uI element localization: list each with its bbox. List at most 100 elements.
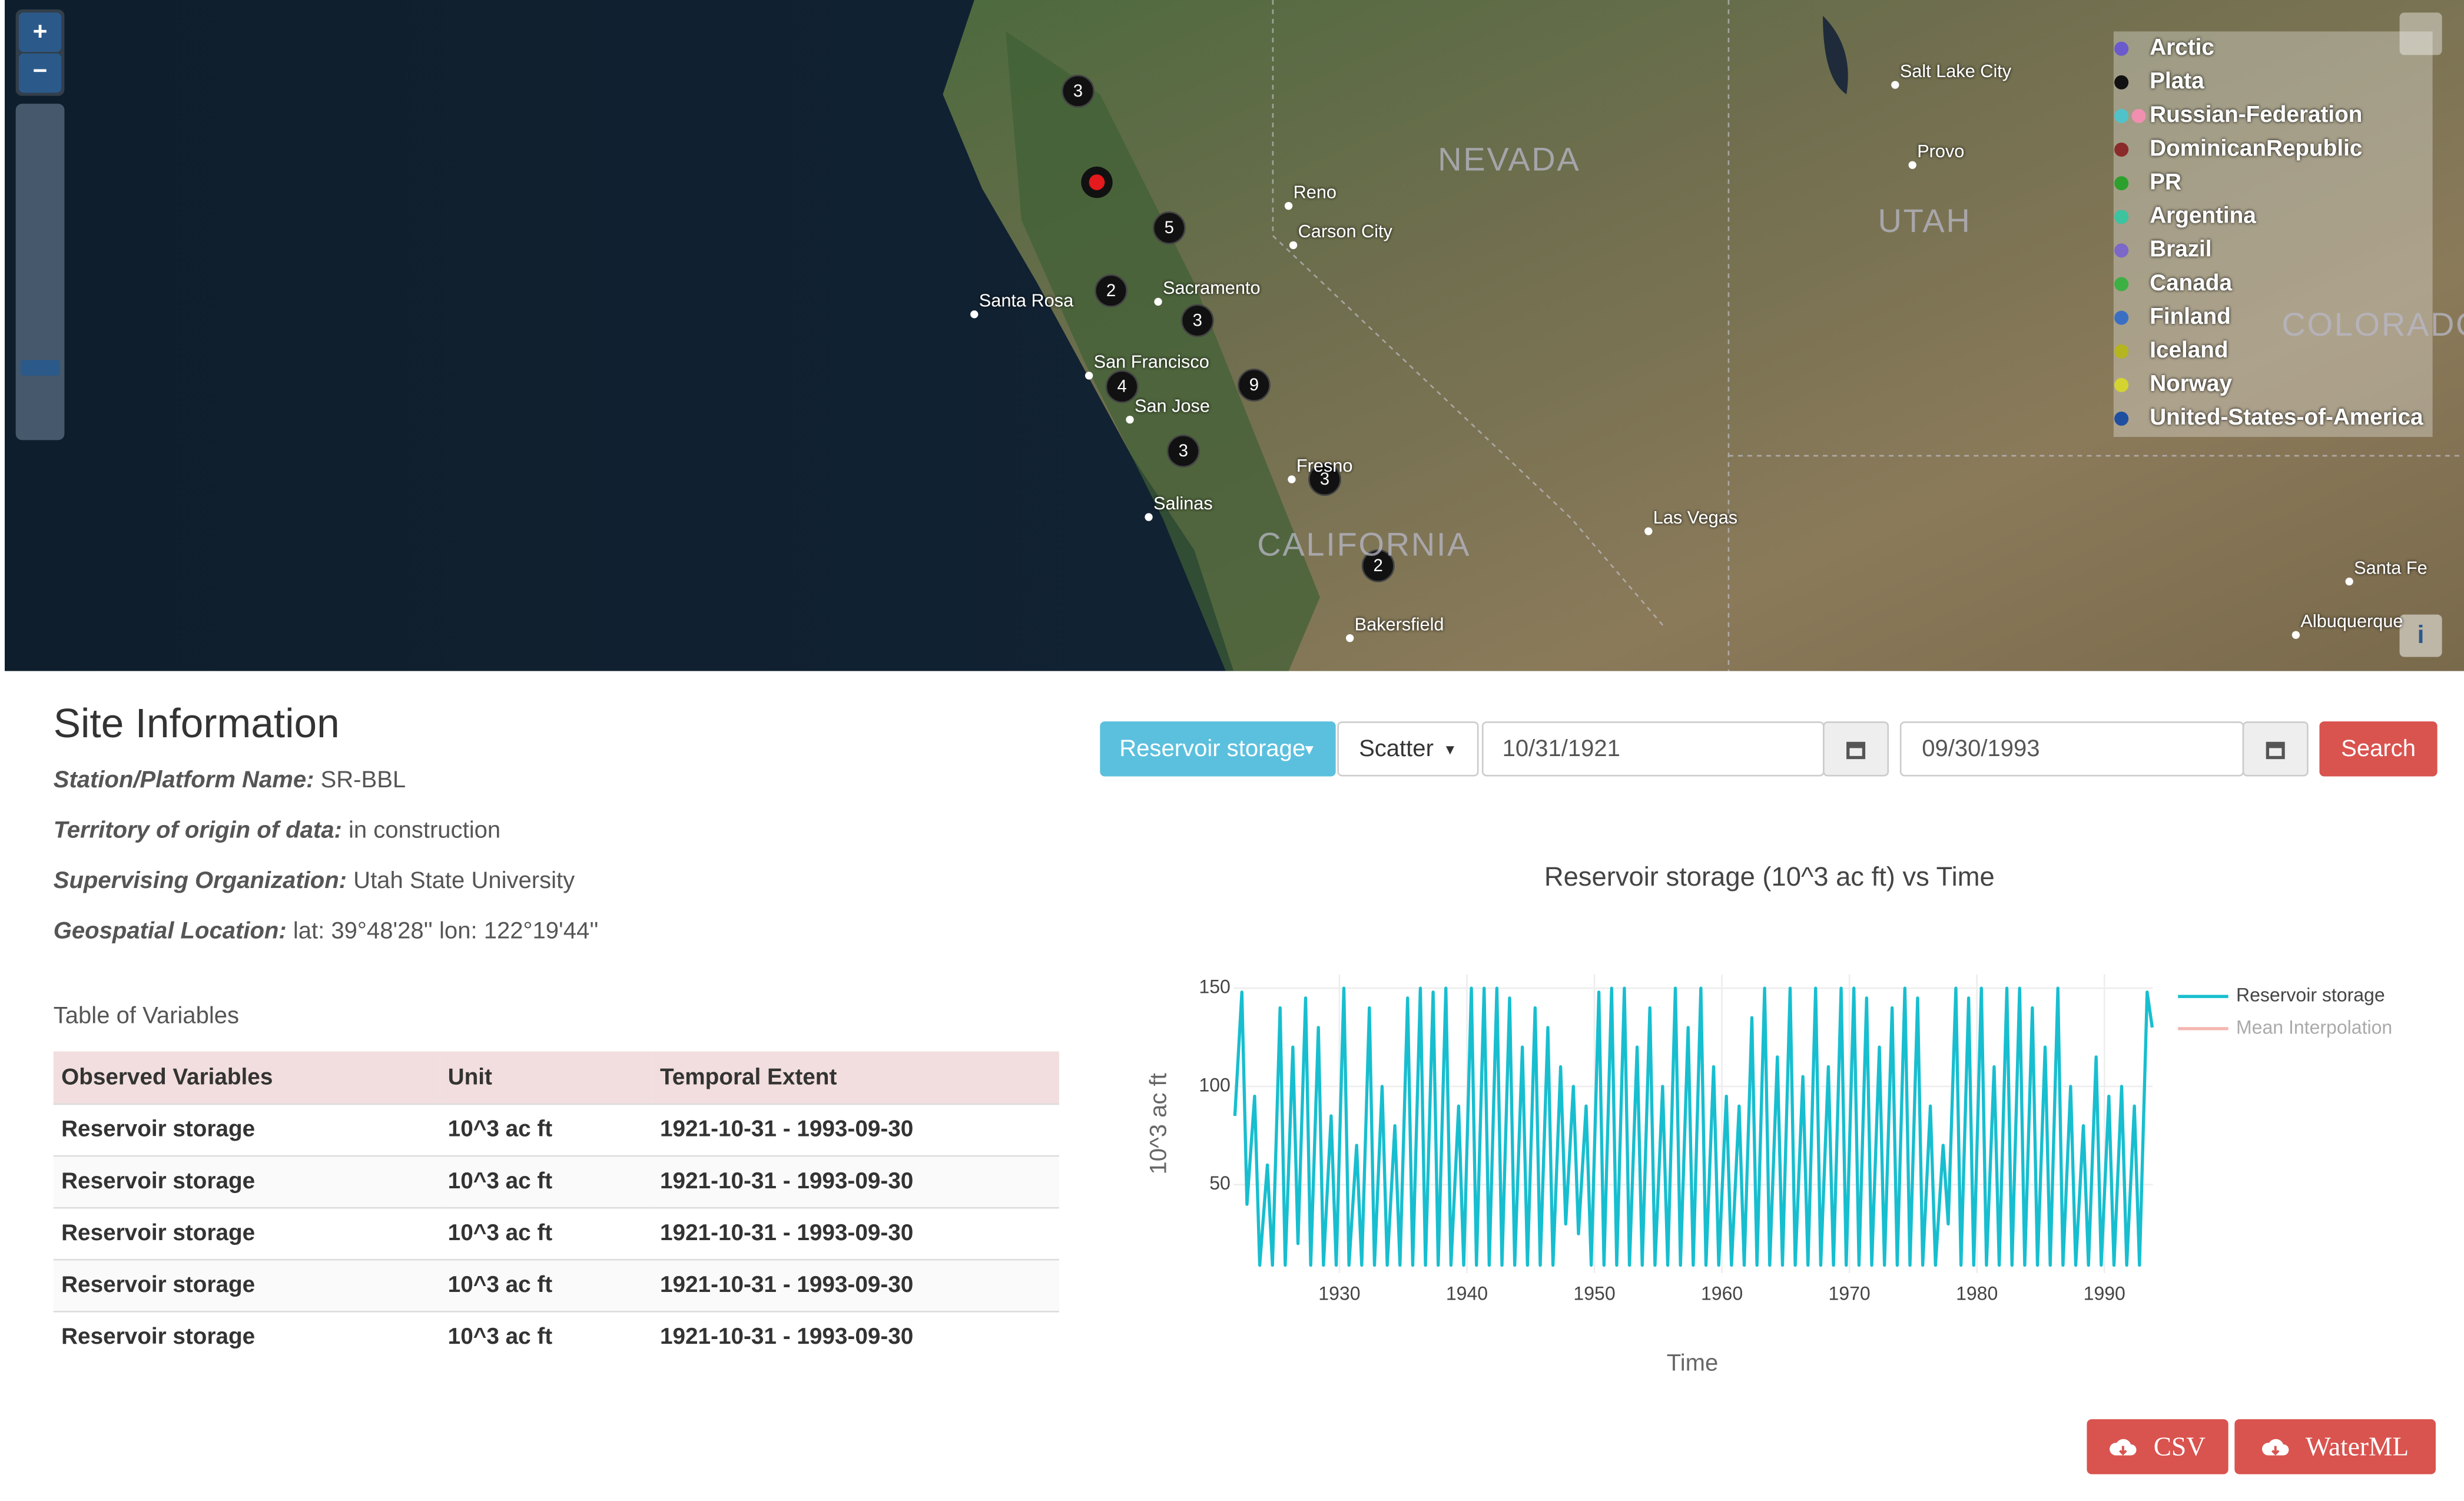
legend-label: PR [2150,169,2181,194]
info-button[interactable] [2399,614,2442,657]
state-border [1272,0,1667,629]
end-date: 09/30/1993 [1922,735,2040,763]
x-tick-label: 1960 [1701,1283,1743,1304]
legend-label: Reservoir storage [2236,985,2385,1006]
cluster [1361,549,1395,582]
table-row: Reservoir storage 10^3 ac ft 1921-10-31 - … [53,1103,1059,1157]
cluster [1237,368,1271,402]
table-row: Reservoir storage 10^3 ac ft 1921-10-31 - … [53,1310,1059,1363]
legend-dot [2114,41,2129,56]
table-body: Reservoir storage 10^3 ac ft 1921-10-31 - … [53,1103,1059,1363]
city-label: Santa Fe [2354,557,2427,578]
cloud-icon [2110,1438,2137,1455]
column-header: Unit [440,1051,652,1104]
map: + − i 3 5 2 3 4 9 3 3 2 Reno Carson City Sacramento… [5,0,2464,671]
cluster-count: 3 [1193,311,1202,330]
legend-dot [2114,277,2129,291]
search-button[interactable]: Search [2319,721,2438,777]
city-label: Sacramento [1163,277,1260,298]
legend-dot [2114,210,2129,224]
table-row: Reservoir storage 10^3 ac ft 1921-10-31 - … [53,1155,1059,1208]
city-label: Fresno [1296,455,1353,476]
city-dot [1154,297,1162,306]
field-label: Territory of origin of data: [53,817,342,844]
plot-type: Scatter [1359,735,1434,763]
city-label: Carson City [1298,221,1393,241]
plot-type-select[interactable]: Scatter ▼ [1337,721,1479,777]
table-cell: 10^3 ac ft [440,1103,652,1157]
cluster-count: 3 [1073,81,1083,101]
cluster-count: 2 [1106,281,1116,300]
city-label: Bakersfield [1355,614,1444,634]
site-field: Supervising Organization: Utah State Uni… [54,867,575,894]
city-dot [1145,513,1153,521]
zoom-out-button[interactable] [19,53,62,93]
legend-label: Norway [2150,371,2232,396]
calendar-icon [2266,741,2285,758]
field-label: Geospatial Location: [53,917,287,945]
state-border [1727,0,2464,671]
city-dot [1284,201,1293,210]
cluster [1152,211,1186,245]
end-date-input[interactable]: 09/30/1993 [1899,721,2244,777]
legend-dot [2114,344,2129,359]
table-cell: Reservoir storage [53,1310,440,1363]
table-cell: 1921-10-31 - 1993-09-30 [652,1103,1059,1157]
legend-label: United-States-of-America [2150,405,2423,430]
city-label: San Jose [1135,395,1210,416]
cluster [1094,274,1128,307]
x-tick-label: 1930 [1318,1283,1360,1304]
legend-dot [2114,243,2129,258]
field-label: Supervising Organization: [53,867,347,894]
legend-dot [2114,143,2129,157]
city-label: Santa Rosa [979,290,1074,311]
zoom-handle[interactable] [20,360,60,376]
lake [1823,15,1848,95]
table-cell: Reservoir storage [53,1207,440,1260]
waterml-label: WaterML [2305,1431,2409,1461]
legend-label: Russian-Federation [2150,102,2362,127]
column-header: Observed Variables [53,1051,440,1104]
state-label: UTAH [1878,202,1971,239]
end-calendar[interactable] [2242,721,2309,777]
x-tick-label: 1970 [1829,1283,1871,1304]
city-dot [1644,527,1653,535]
state-label: COLORADO [2281,306,2464,343]
x-axis-label: Time [1667,1350,1718,1376]
site-title: Site Information [53,699,340,747]
info-icon[interactable]: i [2417,621,2425,649]
cluster-count: 3 [1320,469,1329,489]
waterml-button[interactable]: WaterML [2234,1419,2436,1475]
legend-dot [2114,377,2129,392]
chart-title: Reservoir storage (10^3 ac ft) vs Time [1544,861,1995,892]
legend-label: Mean Interpolation [2236,1016,2392,1038]
zoom-slider[interactable] [15,104,65,440]
legend-dot [2114,176,2129,191]
cluster [1061,74,1095,108]
cluster-count: 4 [1117,377,1127,396]
fullscreen-button[interactable] [2399,12,2442,55]
table-cell: 10^3 ac ft [440,1207,652,1260]
csv-button[interactable]: CSV [2087,1419,2228,1475]
table-cell: 10^3 ac ft [440,1310,652,1363]
chart: Reservoir storage (10^3 ac ft) vs Time Ti… [1145,861,2392,1376]
variable-label: Reservoir storage [1119,735,1306,763]
cluster-count: 2 [1374,556,1383,575]
city-label: Albuquerque [2300,611,2403,631]
site-field: Territory of origin of data: in construc… [54,817,500,844]
table-cell: Reservoir storage [53,1258,440,1312]
table-cell: Reservoir storage [53,1155,440,1208]
column-header: Temporal Extent [652,1051,1059,1104]
zoom-in[interactable]: + [33,17,48,45]
search-label: Search [2341,735,2416,763]
zoom-out[interactable]: − [33,57,48,85]
zoom-in-button[interactable] [19,12,62,52]
y-tick-label: 100 [1199,1074,1230,1095]
city-dot [2291,631,2300,639]
variable-select[interactable]: Reservoir storage ▼ [1100,721,1336,777]
start-calendar[interactable] [1823,721,1889,777]
start-date-input[interactable]: 10/31/1921 [1481,721,1825,777]
legend-dot [2114,108,2129,123]
y-tick-label: 150 [1199,976,1230,998]
